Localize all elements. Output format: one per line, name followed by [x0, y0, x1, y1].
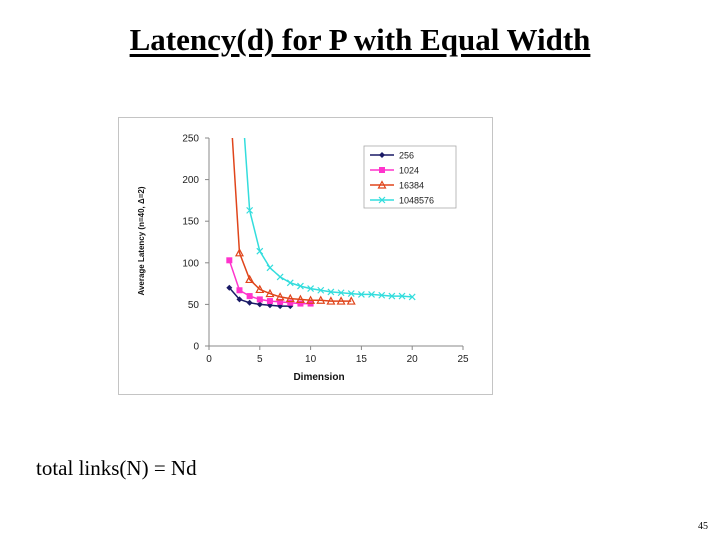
data-point-1048576	[286, 279, 294, 287]
legend-swatch-marker	[379, 152, 385, 158]
data-point-1048576	[317, 286, 325, 294]
data-point-16384	[326, 296, 336, 305]
page-number: 45	[698, 521, 708, 532]
chart-panel: 0 50 100 150 200 250 0 5 10 15 20 25 Dimension Averag…	[118, 117, 493, 395]
legend-swatch-marker	[379, 167, 385, 173]
data-point-16384	[306, 295, 316, 304]
slide-title: Latency(d) for P with Equal Width	[129, 22, 591, 57]
data-point-1048576	[408, 293, 416, 301]
data-point-1048576	[357, 290, 365, 298]
data-point-1048576	[246, 206, 254, 214]
data-point-1048576	[327, 288, 335, 296]
y-tick-label: 50	[188, 300, 200, 311]
y-tick-label: 0	[193, 342, 199, 353]
data-point-1048576	[398, 292, 406, 300]
data-point-1048576	[388, 292, 396, 300]
data-point-16384	[316, 295, 326, 304]
data-point-1048576	[347, 290, 355, 298]
data-point-16384	[255, 284, 265, 294]
data-point-1024	[297, 300, 304, 307]
data-point-256	[246, 299, 253, 306]
data-point-16384	[275, 292, 285, 301]
data-point-1048576	[378, 291, 386, 299]
legend-swatch-marker	[377, 180, 387, 189]
data-point-16384	[295, 294, 305, 304]
data-point-1024	[266, 298, 273, 305]
y-tick-label: 200	[182, 175, 199, 186]
legend-entry: 16384	[399, 181, 424, 191]
data-point-1048576	[307, 285, 315, 293]
data-point-1024	[246, 293, 253, 300]
data-point-1048576	[297, 282, 304, 290]
data-point-256	[256, 301, 263, 308]
data-point-1048576	[337, 289, 345, 297]
data-point-16384	[336, 296, 346, 305]
data-point-1024	[287, 299, 294, 306]
y-tick-label: 100	[182, 258, 199, 269]
x-tick-label: 10	[305, 354, 317, 365]
data-point-1048576	[256, 247, 264, 255]
data-point-16384	[234, 248, 244, 257]
data-point-16384	[245, 274, 255, 284]
data-point-256	[226, 284, 233, 291]
series-line-1048576	[243, 137, 413, 298]
y-axis-label: Average Latency (n=40, Δ=2)	[137, 186, 146, 295]
legend-swatch-marker	[378, 196, 386, 204]
legend-entry: 256	[399, 151, 414, 161]
y-tick-label: 250	[182, 134, 199, 145]
latency-chart: 0 50 100 150 200 250 0 5 10 15 20 25 Dimension Averag…	[137, 134, 469, 384]
x-tick-label: 20	[407, 354, 419, 365]
data-point-16384	[346, 296, 356, 305]
x-tick-label: 5	[257, 354, 263, 365]
body-text: total links(N) = Nd	[36, 456, 197, 480]
series-line-16384	[231, 137, 352, 302]
legend-entry: 1024	[399, 166, 419, 176]
data-point-16384	[265, 288, 275, 298]
legend-entry: 1048576	[399, 196, 434, 206]
x-tick-label: 0	[206, 354, 212, 365]
data-point-1048576	[368, 290, 375, 298]
x-tick-label: 25	[457, 354, 469, 365]
x-tick-label: 15	[356, 354, 368, 365]
data-point-1024	[277, 298, 284, 305]
data-point-256	[236, 296, 243, 303]
data-point-1048576	[266, 264, 274, 272]
data-point-16384	[285, 293, 295, 303]
x-axis-label: Dimension	[293, 372, 344, 383]
data-point-1024	[236, 287, 243, 294]
data-point-1048576	[276, 273, 284, 281]
data-point-1024	[256, 296, 263, 303]
y-tick-label: 150	[182, 217, 199, 228]
data-point-1024	[226, 257, 233, 264]
